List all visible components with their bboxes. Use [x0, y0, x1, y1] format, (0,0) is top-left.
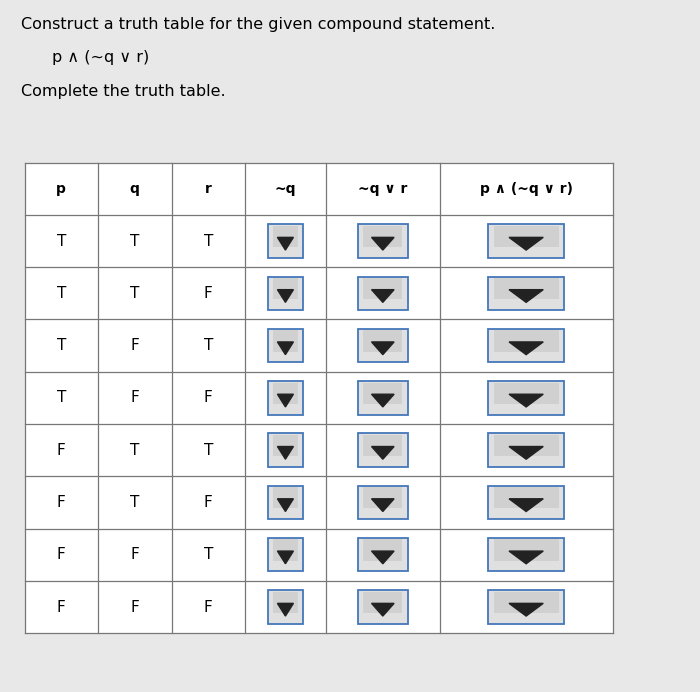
Text: T: T — [57, 390, 66, 406]
Text: F: F — [130, 599, 139, 614]
Text: q: q — [130, 182, 140, 196]
Text: p ∧ (~q ∨ r): p ∧ (~q ∨ r) — [480, 182, 573, 196]
Text: T: T — [204, 547, 213, 563]
Text: Complete the truth table.: Complete the truth table. — [21, 84, 225, 100]
Text: T: T — [57, 286, 66, 301]
Text: T: T — [130, 286, 139, 301]
Text: ~q ∨ r: ~q ∨ r — [358, 182, 407, 196]
Text: F: F — [130, 390, 139, 406]
Text: T: T — [204, 338, 213, 353]
Text: F: F — [57, 443, 66, 457]
Text: T: T — [130, 495, 139, 510]
Text: p ∧ (~q ∨ r): p ∧ (~q ∨ r) — [52, 50, 150, 65]
Text: F: F — [204, 390, 213, 406]
Text: r: r — [205, 182, 211, 196]
Text: T: T — [130, 233, 139, 248]
Text: T: T — [57, 233, 66, 248]
Text: F: F — [57, 547, 66, 563]
Text: F: F — [204, 495, 213, 510]
Text: ~q: ~q — [274, 182, 296, 196]
Text: F: F — [57, 495, 66, 510]
Text: T: T — [57, 338, 66, 353]
Text: F: F — [57, 599, 66, 614]
Text: F: F — [204, 599, 213, 614]
Text: F: F — [204, 286, 213, 301]
Text: Construct a truth table for the given compound statement.: Construct a truth table for the given co… — [21, 17, 496, 33]
Text: T: T — [204, 233, 213, 248]
Text: F: F — [130, 338, 139, 353]
Text: T: T — [130, 443, 139, 457]
Text: p: p — [56, 182, 66, 196]
Text: F: F — [130, 547, 139, 563]
Text: T: T — [204, 443, 213, 457]
